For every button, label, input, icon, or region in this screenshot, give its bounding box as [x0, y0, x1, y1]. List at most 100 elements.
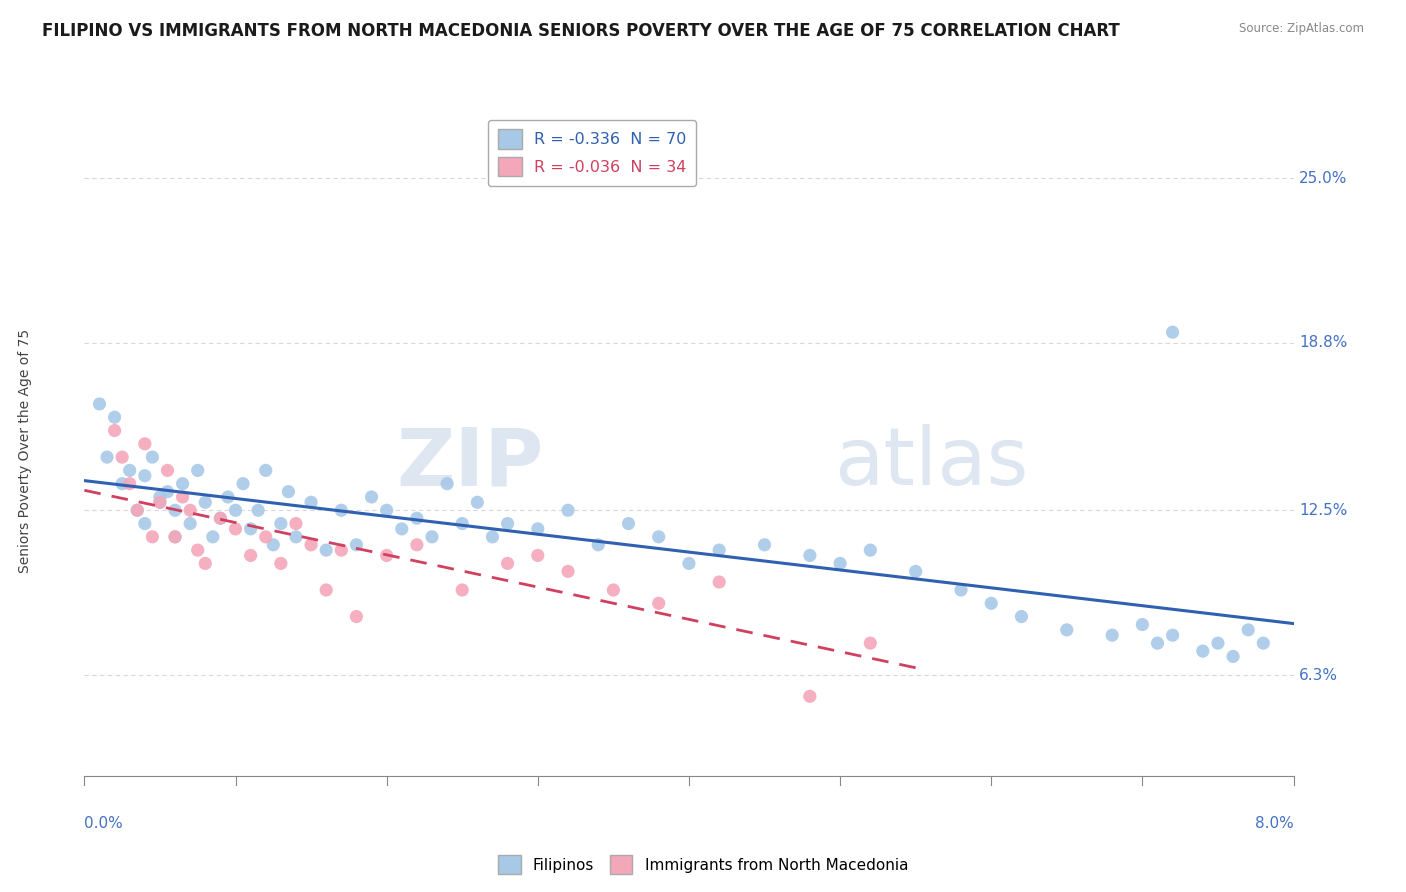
Legend: Filipinos, Immigrants from North Macedonia: Filipinos, Immigrants from North Macedon…	[492, 849, 914, 880]
Text: 8.0%: 8.0%	[1254, 816, 1294, 831]
Point	[149, 490, 172, 504]
Point	[451, 516, 474, 531]
Text: 25.0%: 25.0%	[1299, 170, 1347, 186]
Point	[209, 511, 232, 525]
Point	[799, 690, 821, 704]
Point	[1161, 628, 1184, 642]
Point	[163, 530, 186, 544]
Point	[602, 582, 624, 597]
Point	[1010, 609, 1032, 624]
Point	[709, 543, 731, 558]
Point	[209, 511, 232, 525]
Point	[89, 397, 111, 411]
Point	[904, 565, 927, 579]
Point	[1101, 628, 1123, 642]
Point	[254, 463, 277, 477]
Point	[527, 522, 550, 536]
Point	[217, 490, 239, 504]
Text: 12.5%: 12.5%	[1299, 503, 1347, 517]
Text: 0.0%: 0.0%	[84, 816, 124, 831]
Point	[299, 538, 322, 552]
Point	[232, 476, 254, 491]
Text: Seniors Poverty Over the Age of 75: Seniors Poverty Over the Age of 75	[18, 328, 32, 573]
Point	[172, 476, 194, 491]
Point	[111, 450, 134, 464]
Point	[134, 437, 156, 451]
Legend: R = -0.336  N = 70, R = -0.036  N = 34: R = -0.336 N = 70, R = -0.036 N = 34	[488, 120, 696, 186]
Point	[156, 463, 179, 477]
Point	[557, 503, 579, 517]
Point	[330, 543, 353, 558]
Point	[1056, 623, 1078, 637]
Text: Source: ZipAtlas.com: Source: ZipAtlas.com	[1239, 22, 1364, 36]
Point	[194, 495, 217, 509]
Point	[118, 463, 141, 477]
Point	[375, 503, 398, 517]
Point	[859, 636, 882, 650]
Point	[118, 476, 141, 491]
Point	[187, 463, 209, 477]
Point	[330, 503, 353, 517]
Point	[406, 511, 429, 525]
Point	[436, 476, 458, 491]
Point	[194, 557, 217, 571]
Point	[134, 468, 156, 483]
Point	[127, 503, 149, 517]
Point	[239, 522, 262, 536]
Point	[201, 530, 224, 544]
Point	[225, 503, 247, 517]
Point	[134, 516, 156, 531]
Point	[496, 516, 519, 531]
Point	[588, 538, 610, 552]
Point	[127, 503, 149, 517]
Point	[754, 538, 776, 552]
Point	[980, 596, 1002, 610]
Point	[315, 543, 337, 558]
Point	[179, 516, 201, 531]
Point	[254, 530, 277, 544]
Text: 6.3%: 6.3%	[1299, 667, 1339, 682]
Point	[299, 495, 322, 509]
Point	[709, 574, 731, 589]
Point	[149, 495, 172, 509]
Point	[799, 549, 821, 563]
Point	[346, 538, 368, 552]
Point	[315, 582, 337, 597]
Point	[270, 516, 292, 531]
Point	[262, 538, 284, 552]
Point	[277, 484, 299, 499]
Point	[247, 503, 270, 517]
Point	[557, 565, 579, 579]
Point	[360, 490, 382, 504]
Point	[496, 557, 519, 571]
Point	[647, 596, 671, 610]
Point	[346, 609, 368, 624]
Point	[859, 543, 882, 558]
Point	[284, 530, 308, 544]
Point	[617, 516, 640, 531]
Point	[172, 490, 194, 504]
Point	[420, 530, 443, 544]
Point	[1146, 636, 1168, 650]
Point	[163, 503, 186, 517]
Point	[1192, 644, 1215, 658]
Point	[1161, 325, 1184, 339]
Text: atlas: atlas	[834, 425, 1028, 502]
Point	[1251, 636, 1274, 650]
Point	[678, 557, 700, 571]
Point	[96, 450, 118, 464]
Point	[187, 543, 209, 558]
Point	[467, 495, 489, 509]
Point	[1130, 617, 1153, 632]
Point	[111, 476, 134, 491]
Point	[104, 424, 127, 438]
Point	[225, 522, 247, 536]
Point	[527, 549, 550, 563]
Point	[141, 530, 163, 544]
Point	[950, 582, 973, 597]
Text: ZIP: ZIP	[396, 425, 544, 502]
Point	[830, 557, 852, 571]
Point	[141, 450, 163, 464]
Point	[391, 522, 413, 536]
Point	[163, 530, 186, 544]
